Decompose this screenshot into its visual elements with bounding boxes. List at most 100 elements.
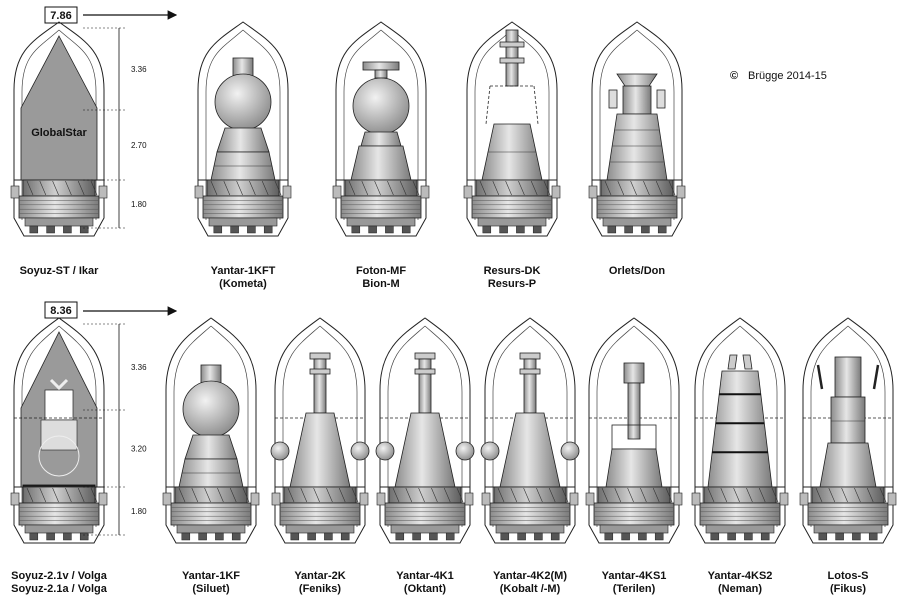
film-capsule-right <box>455 441 475 461</box>
equipment-module <box>350 145 412 181</box>
fairing-outline <box>802 317 894 544</box>
engine-nozzle <box>181 532 191 541</box>
fairing-inner-line <box>343 29 419 220</box>
adapter-strut <box>77 180 85 196</box>
spacecraft-yantar-4ks1: Yantar-4KS1(Terilen) <box>585 317 683 595</box>
spacecraft-name: Yantar-1KFT <box>211 265 276 277</box>
top-funnel <box>616 73 658 87</box>
side-pod-left <box>608 89 618 109</box>
upper-stage-tank <box>170 502 252 526</box>
satellite-body <box>44 389 74 421</box>
engine-nozzle <box>412 532 421 541</box>
engine-nozzle <box>607 225 617 234</box>
engine-nozzle <box>230 225 239 234</box>
adapter-strut <box>643 180 650 196</box>
upper-stage-adapter <box>811 486 885 504</box>
engine-nozzle <box>368 225 377 234</box>
engine-mount <box>390 524 460 534</box>
optics-tube <box>313 358 327 414</box>
fairing-outline <box>484 317 576 544</box>
engine-nozzle <box>534 532 543 541</box>
side-thruster-left <box>691 492 701 506</box>
adapter-strut <box>614 487 622 503</box>
fairing-diameter-label: 7.86 <box>44 6 178 24</box>
engine-nozzle <box>517 532 526 541</box>
upper-stage-tank <box>807 502 889 526</box>
adapter-strut <box>261 180 269 196</box>
adapter-strut <box>90 487 98 503</box>
descent-capsule-sphere <box>182 380 240 438</box>
engine-mount <box>599 524 669 534</box>
side-thruster-right <box>250 492 260 506</box>
upper-stage-adapter <box>388 486 462 504</box>
engine-nozzle <box>621 532 630 541</box>
upper-stage-tank <box>279 502 361 526</box>
top-plate <box>362 61 400 71</box>
adapter-strut <box>361 180 369 196</box>
adapter-strut <box>387 180 394 196</box>
side-thruster-left <box>10 185 20 199</box>
top-cap <box>414 352 436 360</box>
spacecraft-yantar-4ks2: Yantar-4KS2(Neman) <box>691 317 789 595</box>
adapter-strut <box>828 487 836 503</box>
side-thruster-left <box>799 492 809 506</box>
adapter-strut <box>879 487 887 503</box>
spacecraft-codename: (Terilen) <box>613 583 656 595</box>
side-thruster-left <box>376 492 386 506</box>
spacecraft-yantar-1kf: Yantar-1KF(Siluet) <box>162 317 260 595</box>
adapter-strut <box>392 487 400 503</box>
upper-stage-tank <box>384 502 466 526</box>
adapter-strut <box>604 180 612 196</box>
engine-nozzle <box>29 225 39 234</box>
spacecraft-codename: (Fikus) <box>830 583 866 595</box>
adapter-strut <box>497 487 505 503</box>
adapter-strut <box>536 487 543 503</box>
film-capsule-left <box>375 441 395 461</box>
upper-stage-tank <box>489 502 571 526</box>
side-thruster-left <box>194 185 204 199</box>
upper-stage-tank <box>471 195 553 219</box>
engine-nozzle <box>340 532 350 541</box>
descent-capsule-sphere <box>214 73 272 131</box>
side-thruster-left <box>588 185 598 199</box>
side-thruster-right <box>98 492 108 506</box>
adapter-strut <box>505 180 512 196</box>
fairing-inner-line <box>282 325 358 527</box>
adapter-strut <box>178 487 186 503</box>
side-thruster-right <box>359 492 369 506</box>
side-thruster-right <box>464 492 474 506</box>
adapter-strut <box>746 487 753 503</box>
upper-stage-adapter <box>22 486 96 504</box>
adapter-strut <box>39 180 47 196</box>
adapter-strut <box>548 487 556 503</box>
side-thruster-left <box>271 492 281 506</box>
adapter-strut <box>543 180 551 196</box>
fairing-inner-line <box>596 325 672 527</box>
main-body-cone <box>707 370 773 488</box>
upper-stage-adapter <box>22 179 96 197</box>
engine-nozzle <box>638 532 647 541</box>
reference-fairing: GlobalStar Soyuz-ST / Ikar <box>10 21 108 277</box>
fairing-outline <box>274 317 366 544</box>
engine-nozzle <box>604 532 614 541</box>
label-box <box>44 301 78 319</box>
adapter-strut <box>655 180 663 196</box>
film-capsule-left <box>480 441 500 461</box>
spacecraft-name: Yantar-4KS1 <box>602 570 667 582</box>
main-body-cone <box>499 412 561 488</box>
spacecraft-codename: (Kometa) <box>219 278 267 290</box>
adapter-strut <box>530 180 538 196</box>
upper-drum <box>834 356 862 398</box>
engine-nozzle <box>516 225 525 234</box>
antenna-left <box>727 354 738 370</box>
spacecraft-name: Resurs-DK <box>484 265 541 277</box>
adapter-strut <box>866 487 874 503</box>
spacecraft-name: Yantar-4KS2 <box>708 570 773 582</box>
engine-nozzle <box>63 532 72 541</box>
adapter-strut <box>274 180 282 196</box>
engine-mount <box>495 524 565 534</box>
upper-stage-adapter <box>703 486 777 504</box>
adapter-strut <box>65 180 72 196</box>
adapter-strut <box>412 180 420 196</box>
